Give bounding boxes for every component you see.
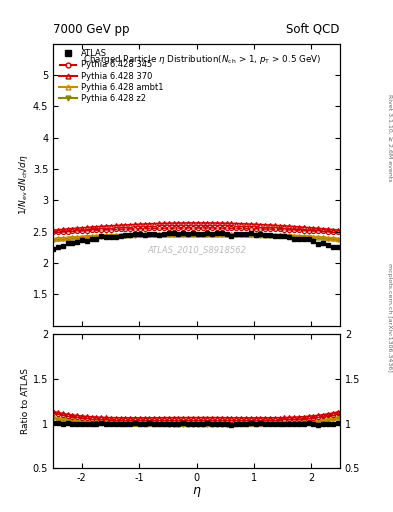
Text: 7000 GeV pp: 7000 GeV pp <box>53 23 130 36</box>
Text: ATLAS_2010_S8918562: ATLAS_2010_S8918562 <box>147 245 246 254</box>
Y-axis label: $1/N_{\mathsf{ev}}\,dN_{\mathsf{ch}}/d\eta$: $1/N_{\mathsf{ev}}\,dN_{\mathsf{ch}}/d\e… <box>17 154 30 215</box>
Legend: ATLAS, Pythia 6.428 345, Pythia 6.428 370, Pythia 6.428 ambt1, Pythia 6.428 z2: ATLAS, Pythia 6.428 345, Pythia 6.428 37… <box>57 48 165 104</box>
Y-axis label: Ratio to ATLAS: Ratio to ATLAS <box>21 368 30 434</box>
X-axis label: $\eta$: $\eta$ <box>192 485 201 499</box>
Text: mcplots.cern.ch [arXiv:1306.3436]: mcplots.cern.ch [arXiv:1306.3436] <box>387 263 392 372</box>
Text: Rivet 3.1.10, ≥ 2.6M events: Rivet 3.1.10, ≥ 2.6M events <box>387 95 392 182</box>
Text: Soft QCD: Soft QCD <box>286 23 340 36</box>
Text: Charged Particle $\eta$ Distribution($N_{\mathsf{ch}}$ > 1, $p_{\mathsf{T}}$ > 0: Charged Particle $\eta$ Distribution($N_… <box>83 53 321 67</box>
